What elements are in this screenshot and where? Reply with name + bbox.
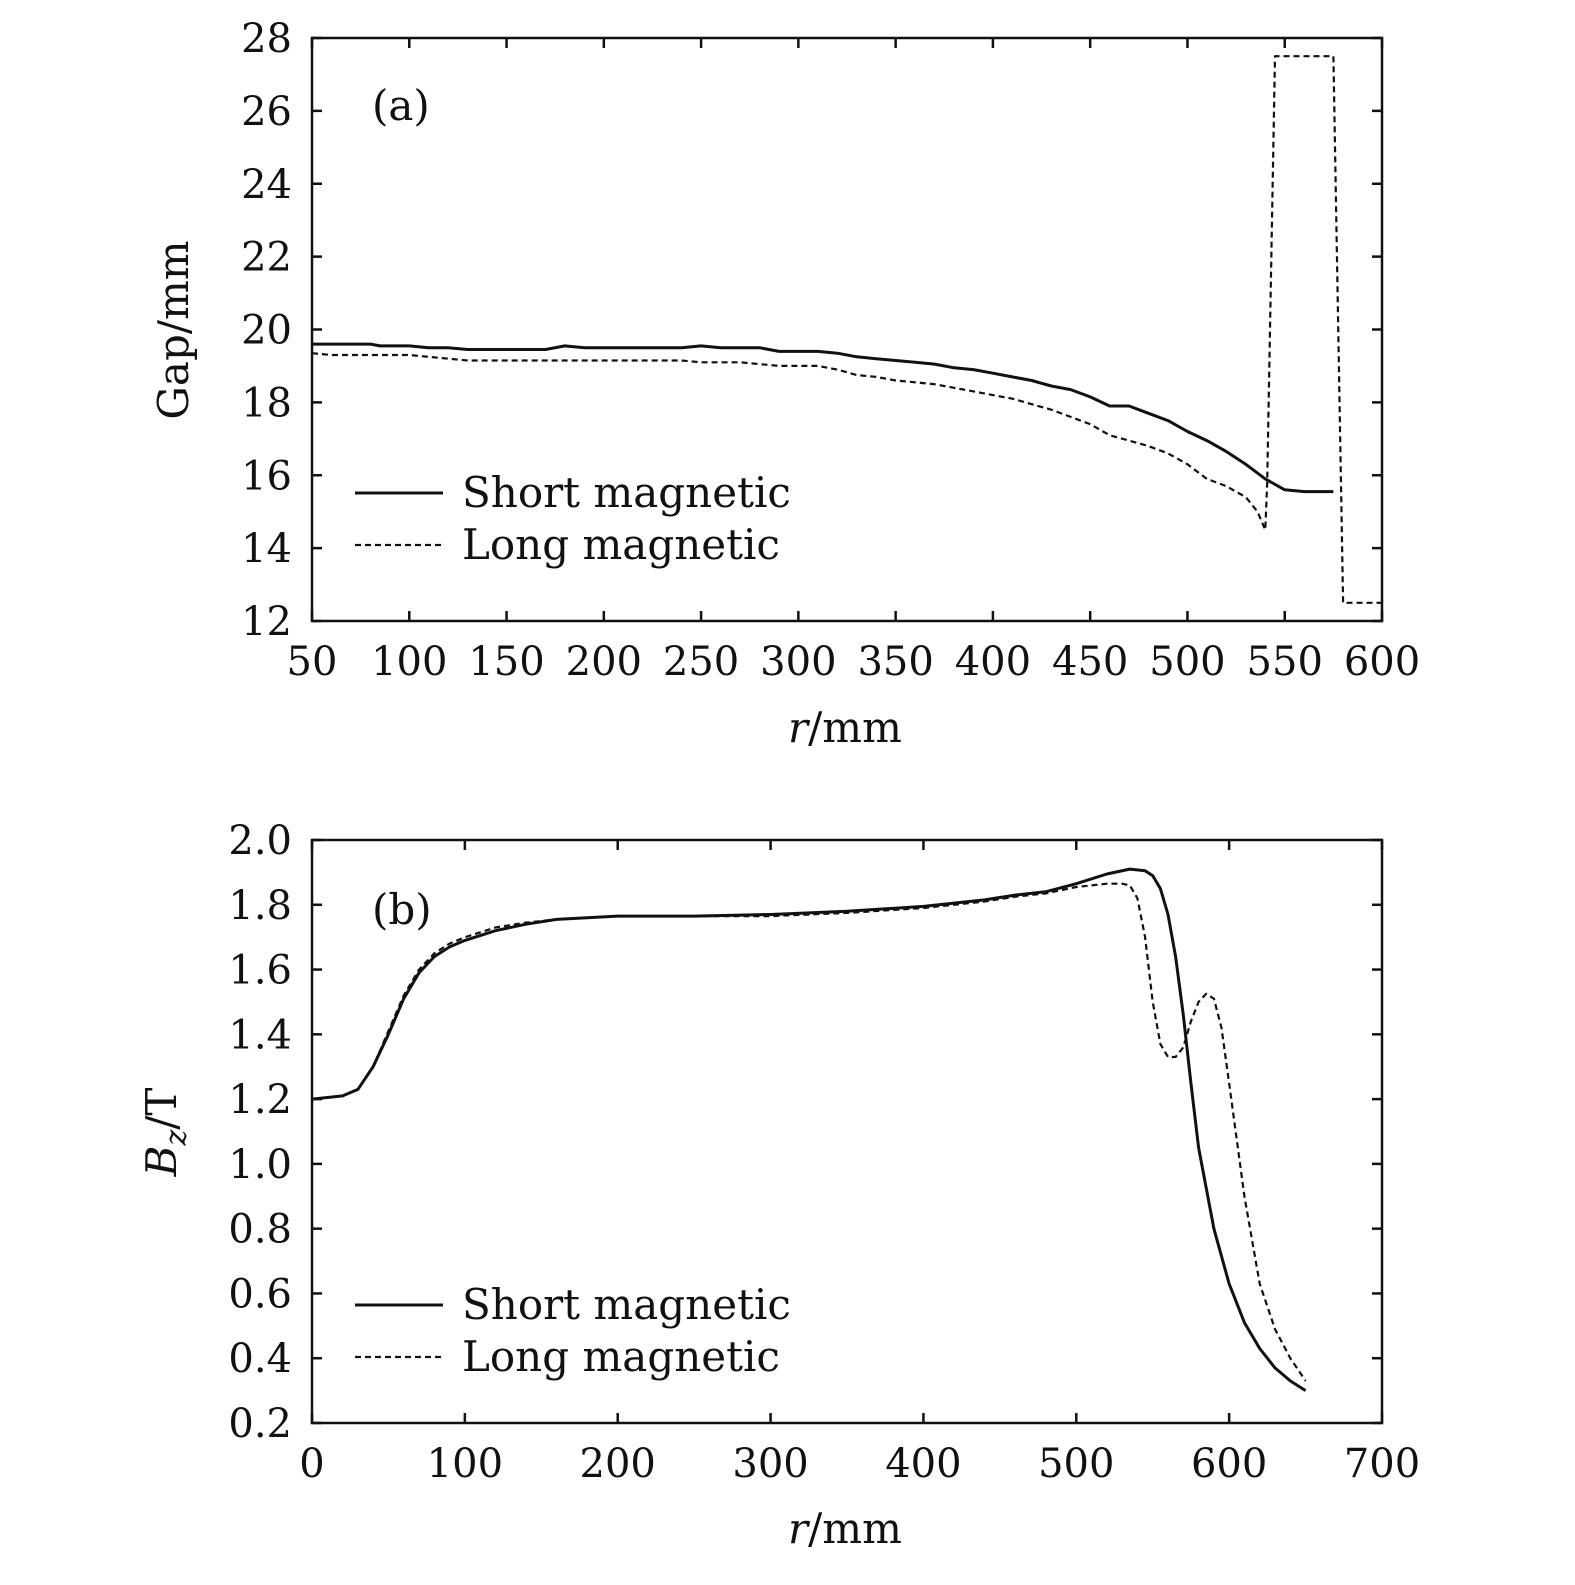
gap-chart-y-axis-title: Gap/mm	[149, 240, 198, 419]
gap-chart-frame	[310, 36, 1384, 623]
y-tick-label: 1.6	[228, 948, 292, 994]
gap-chart-legend: Short magnetic Long magnetic	[355, 468, 791, 569]
panel-label-b: (b)	[372, 885, 432, 934]
x-tick-label: 0	[299, 1441, 324, 1487]
x-tick-label: 500	[1149, 639, 1225, 685]
x-tick-label: 200	[566, 639, 642, 685]
gap-chart-ticks: 50 100 150 200 250 300 350 400 450 500 550 600 12 14 1…	[241, 16, 1420, 685]
bz-chart-frame	[310, 838, 1384, 1425]
x-tick-label: 150	[468, 639, 544, 685]
bz-chart-legend: Short magnetic Long magnetic	[355, 1280, 791, 1381]
legend-label-long-magnetic: Long magnetic	[462, 520, 780, 569]
y-tick-label: 12	[241, 599, 292, 645]
y-tick-label: 22	[241, 235, 292, 281]
x-tick-label: 600	[1344, 639, 1420, 685]
x-tick-label: 450	[1052, 639, 1128, 685]
x-tick-label: 300	[760, 639, 836, 685]
series-line-long-magnetic	[311, 882, 1307, 1382]
gap-chart: 50 100 150 200 250 300 350 400 450 500 550 600 12 14 1…	[149, 16, 1420, 752]
x-tick-label: 200	[580, 1441, 656, 1487]
x-tick-label: 600	[1191, 1441, 1267, 1487]
bz-chart-y-axis-title: Bz/T	[137, 1088, 194, 1178]
y-tick-label: 0.8	[228, 1207, 292, 1253]
bz-chart-y-axis-title-sub: z	[159, 1130, 194, 1147]
y-tick-label: 26	[241, 89, 292, 135]
bz-chart: 0 100 200 300 400 500 600 700 0.2 0.4 0.6 0.8 1.0 1.2…	[137, 818, 1420, 1553]
bz-chart-ticks: 0 100 200 300 400 500 600 700 0.2 0.4 0.6 0.8 1.0 1.2…	[228, 818, 1420, 1487]
x-tick-label: 350	[857, 639, 933, 685]
series-line-short-magnetic	[311, 867, 1307, 1392]
bz-chart-series	[311, 867, 1307, 1392]
legend-label-short-magnetic: Short magnetic	[462, 468, 791, 517]
series-line-long-magnetic	[311, 55, 1382, 604]
legend-label-short-magnetic: Short magnetic	[462, 1280, 791, 1329]
bz-chart-x-axis-title: r/mm	[788, 1504, 902, 1553]
bz-chart-y-axis-title-var: B	[137, 1146, 186, 1178]
x-tick-label: 100	[371, 639, 447, 685]
y-tick-label: 28	[241, 16, 292, 62]
y-tick-label: 1.4	[228, 1012, 292, 1058]
y-tick-label: 18	[241, 380, 292, 426]
x-tick-label: 400	[955, 639, 1031, 685]
y-tick-label: 0.4	[228, 1336, 292, 1382]
gap-chart-series	[311, 55, 1382, 604]
gap-chart-x-axis-title: r/mm	[788, 703, 902, 752]
x-tick-label: 50	[287, 639, 338, 685]
bz-chart-x-axis-title-var: r	[788, 1504, 811, 1553]
y-tick-label: 24	[241, 162, 292, 208]
y-tick-label: 0.2	[228, 1401, 292, 1447]
gap-chart-x-axis-title-var: r	[788, 703, 811, 752]
y-tick-label: 14	[241, 526, 292, 572]
x-tick-label: 250	[663, 639, 739, 685]
y-tick-label: 20	[241, 308, 292, 354]
x-tick-label: 550	[1247, 639, 1323, 685]
y-tick-label: 2.0	[228, 818, 292, 864]
y-tick-label: 1.8	[228, 883, 292, 929]
legend-label-long-magnetic: Long magnetic	[462, 1332, 780, 1381]
y-tick-label: 1.2	[228, 1077, 292, 1123]
y-tick-label: 1.0	[228, 1142, 292, 1188]
x-tick-label: 500	[1038, 1441, 1114, 1487]
gap-chart-x-axis-title-unit: /mm	[808, 703, 902, 752]
y-tick-label: 16	[241, 453, 292, 499]
bz-chart-y-axis-title-unit: /T	[137, 1088, 186, 1130]
x-tick-label: 400	[885, 1441, 961, 1487]
x-tick-label: 100	[427, 1441, 503, 1487]
bz-chart-x-axis-title-unit: /mm	[808, 1504, 902, 1553]
x-tick-label: 300	[732, 1441, 808, 1487]
x-tick-label: 700	[1344, 1441, 1420, 1487]
series-line-short-magnetic	[312, 342, 1334, 494]
y-tick-label: 0.6	[228, 1271, 292, 1317]
panel-label-a: (a)	[372, 81, 430, 130]
